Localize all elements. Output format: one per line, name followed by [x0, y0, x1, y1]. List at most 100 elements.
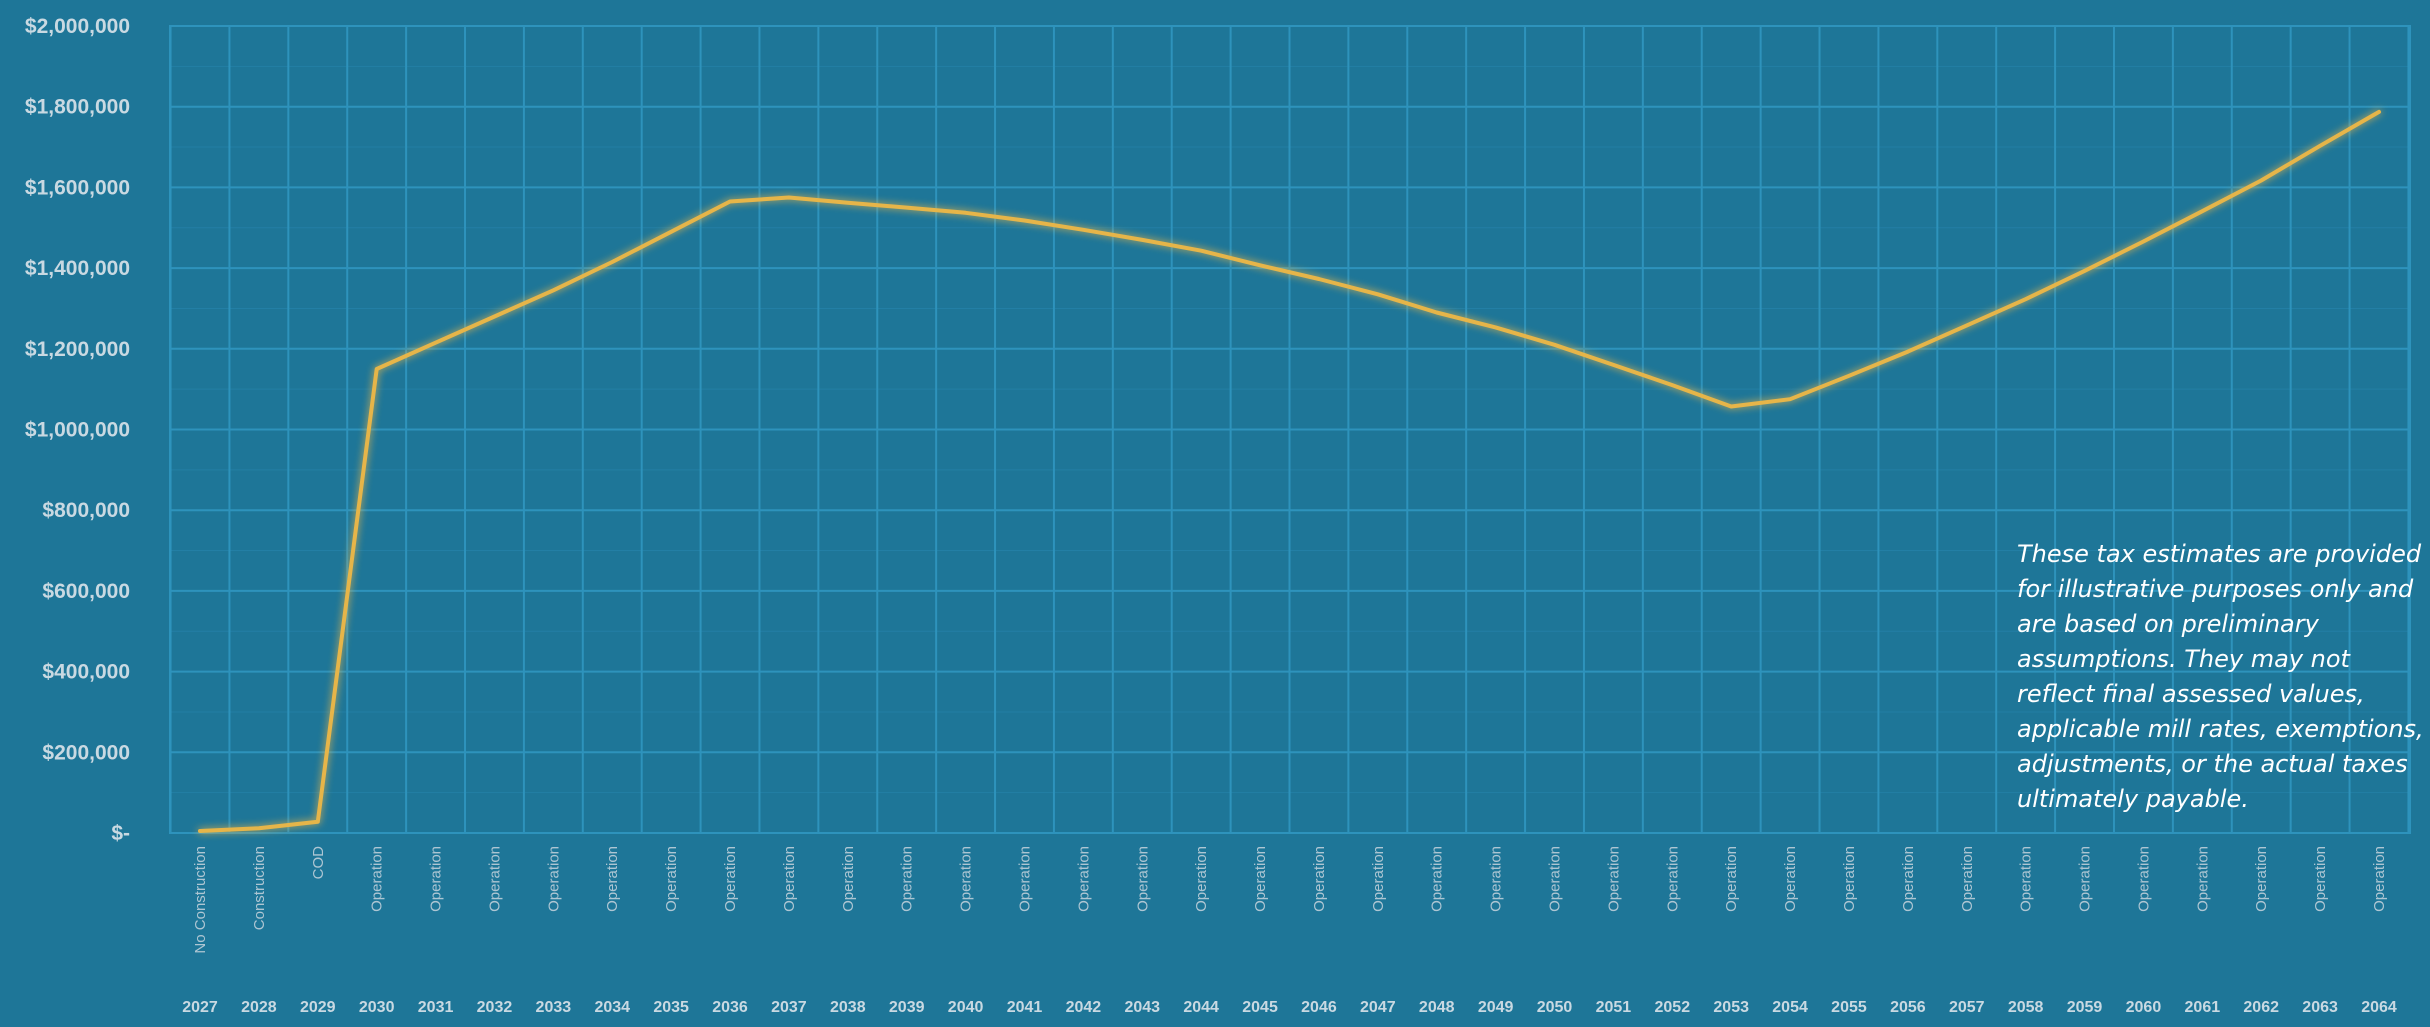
x-tick-year-label: 2042	[1066, 999, 1102, 1016]
x-tick-year-label: 2038	[830, 999, 866, 1016]
x-tick-phase-label: Operation	[1547, 846, 1564, 912]
x-tick-phase-label: Operation	[1900, 846, 1917, 912]
x-tick-phase-label: Operation	[1429, 846, 1446, 912]
data-point	[1376, 292, 1380, 296]
data-point	[1022, 218, 1026, 222]
x-tick-year-label: 2062	[2243, 999, 2279, 1016]
y-tick-label: $1,800,000	[25, 96, 130, 119]
x-tick-phase-label: Operation	[604, 846, 621, 912]
y-tick-label: $800,000	[42, 499, 130, 522]
x-tick-phase-label: Operation	[1075, 846, 1092, 912]
x-tick-phase-label: Operation	[2194, 846, 2211, 912]
series-line-0	[198, 109, 2381, 833]
x-tick-year-label: 2061	[2185, 999, 2221, 1016]
y-tick-label: $200,000	[42, 741, 130, 764]
data-point	[375, 367, 379, 371]
y-tick-label: $1,400,000	[25, 257, 130, 280]
x-tick-phase-label: No Construction	[192, 846, 209, 954]
x-tick-phase-label: Operation	[1841, 846, 1858, 912]
x-tick-phase-label: Operation	[1488, 846, 1505, 912]
data-point	[1788, 397, 1792, 401]
x-tick-year-label: 2059	[2067, 999, 2103, 1016]
x-tick-year-label: 2029	[300, 999, 336, 1016]
x-tick-year-label: 2063	[2302, 999, 2338, 1016]
data-point	[1199, 249, 1203, 253]
x-tick-phase-label: Operation	[1193, 846, 1210, 912]
data-point	[1553, 343, 1557, 347]
x-tick-year-label: 2064	[2361, 999, 2397, 1016]
data-point	[1081, 228, 1085, 232]
x-tick-year-label: 2040	[948, 999, 984, 1016]
series-layer	[198, 109, 2381, 833]
data-point	[434, 341, 438, 345]
data-point	[846, 201, 850, 205]
data-point	[2200, 209, 2204, 213]
x-tick-phase-label: Construction	[251, 846, 268, 930]
x-tick-year-label: 2031	[418, 999, 454, 1016]
y-tick-label: $1,000,000	[25, 419, 130, 442]
x-tick-year-label: 2039	[889, 999, 925, 1016]
data-point	[1906, 350, 1910, 354]
x-tick-phase-label: Operation	[958, 846, 975, 912]
data-point	[2141, 239, 2145, 243]
data-point	[610, 260, 614, 264]
y-tick-label: $400,000	[42, 661, 130, 684]
data-point	[669, 230, 673, 234]
x-tick-phase-label: Operation	[1252, 846, 1269, 912]
data-point	[492, 315, 496, 319]
data-point	[2024, 297, 2028, 301]
data-point	[905, 206, 909, 210]
data-point	[1317, 277, 1321, 281]
y-tick-label: $-	[111, 822, 130, 845]
x-axis-tick-labels: 2027 No Construction 2028 Construction 2029 C…	[182, 846, 2397, 1016]
data-point	[1140, 238, 1144, 242]
disclaimer-annotation: These tax estimates are provided for ill…	[2017, 540, 2424, 813]
x-tick-year-label: 2049	[1478, 999, 1514, 1016]
x-tick-year-label: 2030	[359, 999, 395, 1016]
x-tick-year-label: 2041	[1007, 999, 1043, 1016]
data-point	[1258, 263, 1262, 267]
x-tick-year-label: 2056	[1890, 999, 1926, 1016]
data-point	[787, 195, 791, 199]
x-tick-phase-label: Operation	[369, 846, 386, 912]
x-tick-phase-label: Operation	[1016, 846, 1033, 912]
x-tick-phase-label: Operation	[1723, 846, 1740, 912]
data-point	[728, 200, 732, 204]
y-axis-tick-labels: $- $200,000 $400,000 $600,000 $800,000 $1,000…	[25, 15, 130, 845]
data-point	[2259, 179, 2263, 183]
y-tick-label: $600,000	[42, 580, 130, 603]
x-tick-phase-label: Operation	[2018, 846, 2035, 912]
x-tick-year-label: 2054	[1772, 999, 1808, 1016]
x-tick-year-label: 2053	[1713, 999, 1749, 1016]
x-tick-year-label: 2044	[1183, 999, 1219, 1016]
x-tick-year-label: 2046	[1301, 999, 1337, 1016]
x-tick-phase-label: Operation	[428, 846, 445, 912]
x-tick-year-label: 2047	[1360, 999, 1396, 1016]
x-tick-year-label: 2055	[1831, 999, 1867, 1016]
x-tick-year-label: 2033	[536, 999, 572, 1016]
x-tick-year-label: 2060	[2126, 999, 2162, 1016]
x-tick-year-label: 2028	[241, 999, 277, 1016]
x-tick-phase-label: Operation	[1959, 846, 1976, 912]
data-point	[1729, 405, 1733, 409]
data-point	[1611, 363, 1615, 367]
y-tick-label: $1,600,000	[25, 176, 130, 199]
data-point	[1965, 323, 1969, 327]
data-point	[1670, 383, 1674, 387]
data-point	[257, 826, 261, 830]
x-tick-year-label: 2048	[1419, 999, 1455, 1016]
x-tick-year-label: 2036	[712, 999, 748, 1016]
x-tick-phase-label: Operation	[781, 846, 798, 912]
x-tick-phase-label: Operation	[1664, 846, 1681, 912]
data-point	[1494, 325, 1498, 329]
y-tick-label: $1,200,000	[25, 338, 130, 361]
x-tick-phase-label: Operation	[2077, 846, 2094, 912]
x-tick-phase-label: Operation	[486, 846, 503, 912]
x-tick-phase-label: Operation	[545, 846, 562, 912]
y-tick-label: $2,000,000	[25, 15, 130, 38]
data-point	[2377, 110, 2381, 114]
x-tick-phase-label: Operation	[899, 846, 916, 912]
data-point	[198, 829, 202, 833]
x-tick-year-label: 2050	[1537, 999, 1573, 1016]
x-tick-year-label: 2058	[2008, 999, 2044, 1016]
